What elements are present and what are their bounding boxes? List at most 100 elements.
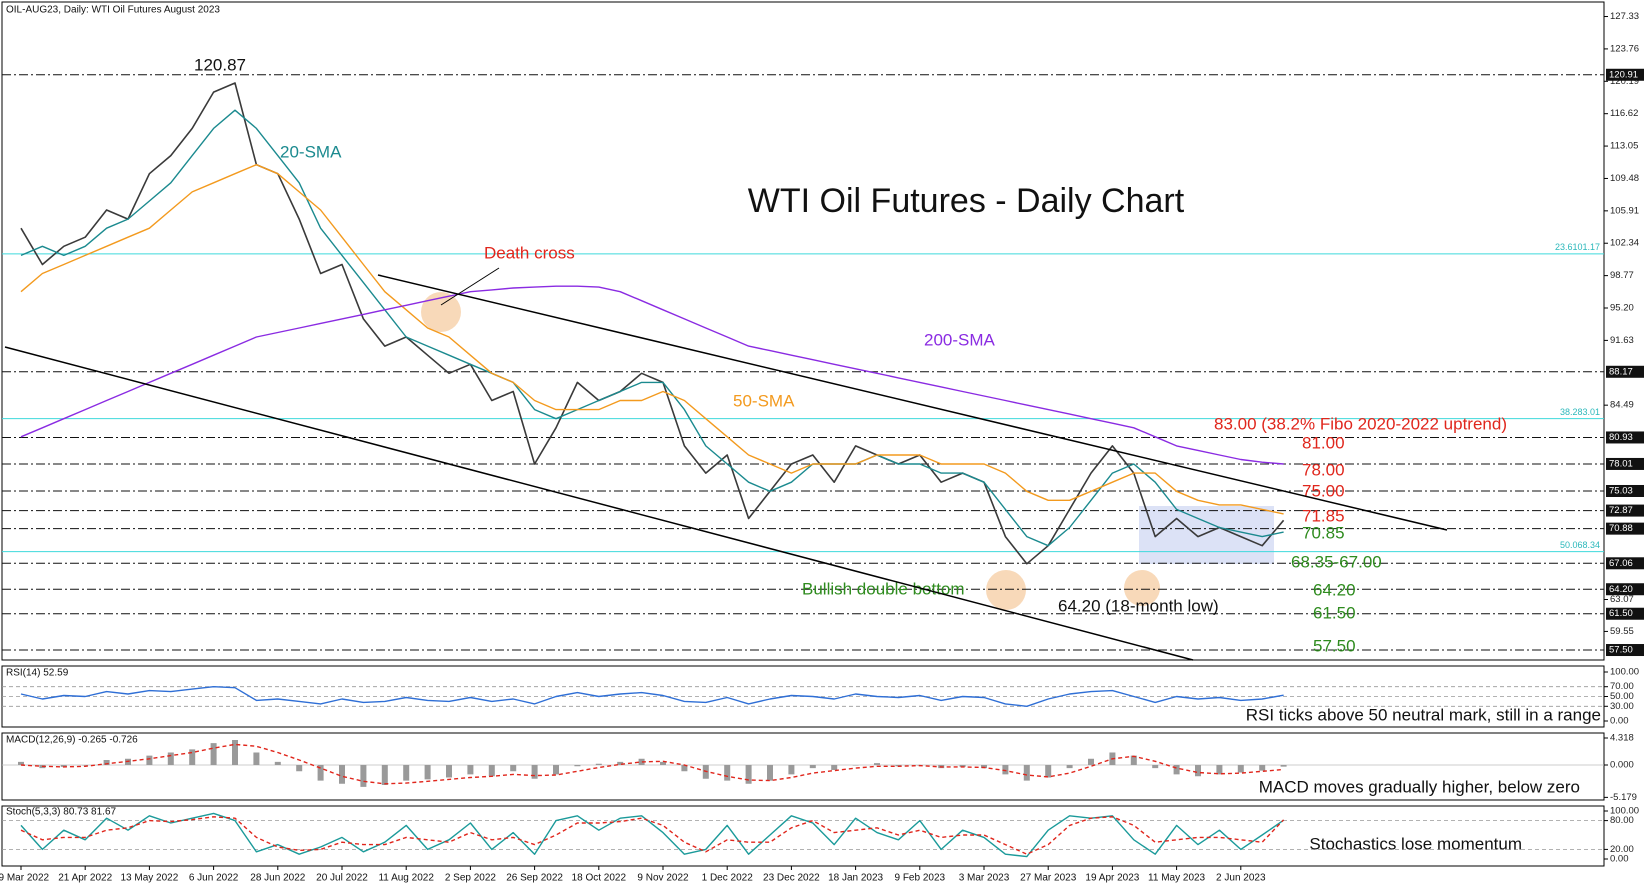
- level-label: 64.20: [1609, 584, 1633, 595]
- y-tick-label: 102.34: [1610, 238, 1639, 249]
- fibo-label: 50.068.34: [1560, 540, 1600, 550]
- x-tick-label: 9 Feb 2023: [894, 873, 945, 884]
- level-label: 78.01: [1609, 458, 1633, 469]
- y-tick-label: 127.33: [1610, 11, 1639, 22]
- histogram-bar: [1002, 765, 1009, 775]
- histogram-bar: [1152, 765, 1159, 769]
- x-tick-label: 1 Dec 2022: [702, 873, 754, 884]
- histogram-bar: [1088, 758, 1094, 765]
- histogram-bar: [617, 761, 624, 765]
- level-label: 120.91: [1609, 69, 1638, 80]
- histogram-bar: [788, 765, 795, 775]
- histogram-bar: [467, 765, 474, 775]
- histogram-bar: [809, 765, 816, 769]
- histogram-bar: [553, 765, 559, 775]
- x-tick-label: 6 Jun 2022: [189, 873, 239, 884]
- y-tick-label: 98.77: [1610, 270, 1634, 281]
- y-tick-label: 59.55: [1610, 626, 1634, 637]
- indicator-note: RSI ticks above 50 neutral mark, still i…: [1246, 705, 1601, 724]
- histogram-bar: [103, 760, 110, 765]
- y-tick-label: 100.00: [1610, 806, 1639, 817]
- level-box: [1606, 522, 1644, 535]
- indicator-header: RSI(14) 52.59: [6, 668, 69, 679]
- y-tick-label: 70.00: [1610, 681, 1634, 692]
- histogram-bar: [296, 765, 303, 772]
- histogram-bar: [189, 749, 196, 765]
- y-tick-label: 20.00: [1610, 844, 1634, 855]
- x-tick-label: 11 May 2023: [1148, 873, 1206, 884]
- series-line: [20, 686, 1284, 707]
- histogram-bar: [1045, 765, 1052, 778]
- y-tick-label: 105.91: [1610, 205, 1639, 216]
- x-tick-label: 2 Jun 2023: [1216, 873, 1266, 884]
- histogram-bar: [531, 765, 538, 779]
- histogram-bar: [852, 765, 859, 766]
- histogram-bar: [274, 761, 281, 765]
- annotation: 81.00: [1302, 433, 1345, 452]
- level-box: [1606, 484, 1644, 497]
- x-tick-label: 2 Sep 2022: [445, 873, 497, 884]
- y-tick-label: 113.05: [1610, 141, 1638, 152]
- level-box: [1606, 644, 1644, 657]
- annotation: 50-SMA: [733, 391, 795, 410]
- series-line: [20, 82, 1285, 565]
- annotation: 64.20 (18-month low): [1058, 596, 1219, 615]
- y-tick-label: 50.00: [1610, 691, 1634, 702]
- annotation: 75.00: [1302, 481, 1345, 500]
- y-tick-label: 91.63: [1610, 335, 1634, 346]
- highlight-circle: [1124, 570, 1160, 606]
- y-tick-label: -5.179: [1610, 792, 1637, 803]
- series-line: [20, 812, 1284, 858]
- histogram-bar: [317, 765, 324, 781]
- stoch-panel: [1, 805, 1605, 867]
- histogram-bar: [403, 765, 410, 781]
- histogram-bar: [745, 765, 752, 784]
- annotation: 83.00 (38.2% Fibo 2020-2022 uptrend): [1214, 414, 1507, 433]
- histogram-bar: [424, 765, 431, 780]
- fibo-label: 38.283.01: [1560, 407, 1600, 417]
- level-box: [1606, 583, 1644, 596]
- highlight-circle: [986, 570, 1026, 610]
- level-label: 70.88: [1609, 523, 1633, 534]
- histogram-bar: [232, 740, 238, 765]
- annotation: 61.50: [1313, 603, 1356, 622]
- x-tick-label: 11 Aug 2022: [378, 873, 434, 884]
- x-tick-label: 18 Jan 2023: [828, 873, 883, 884]
- annotation: 20-SMA: [280, 142, 342, 161]
- histogram-bar: [146, 755, 153, 765]
- histogram-bar: [1237, 765, 1244, 773]
- arrow: [440, 267, 500, 306]
- y-tick-label: 0.000: [1610, 760, 1634, 771]
- histogram-bar: [1023, 765, 1030, 781]
- annotation: 71.85: [1302, 506, 1345, 525]
- level-box: [1606, 504, 1644, 517]
- y-tick-label: 123.76: [1610, 43, 1639, 54]
- y-tick-label: 4.318: [1610, 733, 1634, 744]
- x-tick-label: 20 Jul 2022: [316, 873, 368, 884]
- level-label: 72.87: [1609, 505, 1633, 516]
- x-tick-label: 3 Mar 2023: [959, 873, 1010, 884]
- histogram-bar: [638, 758, 645, 765]
- histogram-bar: [167, 752, 174, 765]
- price-panel: [1, 1, 1605, 661]
- histogram-bar: [595, 763, 602, 765]
- histogram-bar: [1259, 765, 1266, 771]
- y-tick-label: 100.00: [1610, 667, 1639, 678]
- series-line: [20, 816, 1285, 855]
- histogram-bar: [981, 765, 987, 769]
- annotation: 57.50: [1313, 636, 1356, 655]
- series-line: [20, 285, 1284, 465]
- annotation: 68.35-67.00: [1291, 552, 1382, 571]
- histogram-bar: [18, 761, 24, 765]
- x-tick-label: 23 Dec 2022: [763, 873, 820, 884]
- indicator-note: Stochastics lose momentum: [1309, 834, 1522, 853]
- histogram-bar: [360, 765, 367, 787]
- level-label: 80.93: [1609, 432, 1633, 443]
- histogram-bar: [510, 765, 517, 772]
- y-tick-label: 80.00: [1610, 815, 1634, 826]
- histogram-bar: [339, 765, 345, 784]
- level-box: [1606, 557, 1644, 570]
